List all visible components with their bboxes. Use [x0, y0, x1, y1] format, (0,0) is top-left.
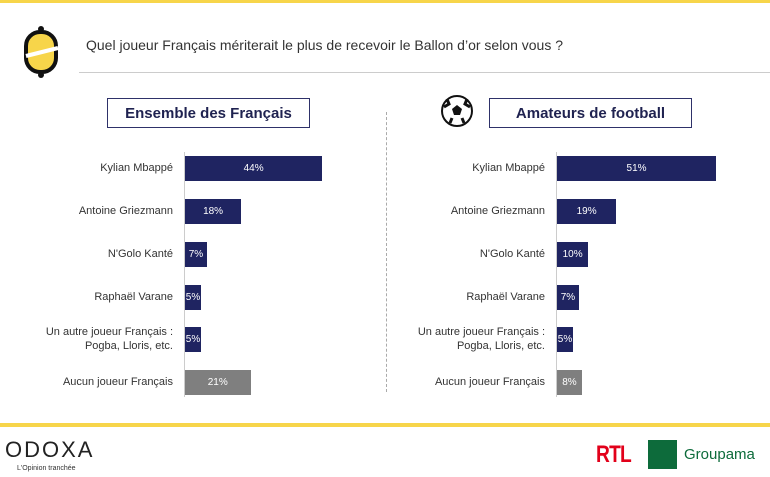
football-icon: [441, 95, 473, 127]
bar: 5%: [557, 327, 573, 352]
question-title: Quel joueur Français mériterait le plus …: [86, 37, 564, 53]
category-label: Un autre joueur Français : Pogba, Lloris,…: [45, 326, 173, 352]
bar: 5%: [185, 285, 201, 310]
bar: 21%: [185, 370, 251, 395]
bar: 7%: [185, 242, 207, 267]
chart-axis: [184, 152, 185, 397]
odoxa-brand: ODOXA: [5, 437, 95, 462]
category-label: N'Golo Kanté: [479, 248, 545, 260]
bottom-accent-bar: [0, 423, 770, 427]
rtl-logo: RTL: [596, 441, 632, 468]
category-label: Kylian Mbappé: [100, 162, 173, 174]
groupama-logo: Groupama: [684, 446, 755, 463]
panel-title-ensemble: Ensemble des Français: [107, 98, 310, 128]
bar: 51%: [557, 156, 717, 181]
category-label: Antoine Griezmann: [450, 205, 545, 217]
title-divider: [79, 72, 770, 73]
category-label: Raphaël Varane: [466, 291, 545, 303]
panel-divider: [386, 112, 387, 392]
bar: 5%: [185, 327, 201, 352]
category-label: Un autre joueur Français : Pogba, Lloris,…: [417, 326, 545, 352]
bar: 44%: [185, 156, 323, 181]
category-label: Kylian Mbappé: [472, 162, 545, 174]
category-label: Aucun joueur Français: [62, 376, 173, 388]
category-label: Antoine Griezmann: [78, 205, 173, 217]
groupama-logo-icon: [648, 440, 677, 469]
bar: 18%: [185, 199, 242, 224]
odoxa-logo-icon: [24, 26, 59, 78]
category-label: N'Golo Kanté: [107, 248, 173, 260]
bar: 10%: [557, 242, 589, 267]
panel-title-amateurs: Amateurs de football: [489, 98, 692, 128]
chart-axis: [556, 152, 557, 397]
category-label: Aucun joueur Français: [434, 376, 545, 388]
top-accent-bar: [0, 0, 770, 3]
bar: 7%: [557, 285, 579, 310]
bar: 8%: [557, 370, 582, 395]
category-label: Raphaël Varane: [94, 291, 173, 303]
bar: 19%: [557, 199, 617, 224]
odoxa-tagline: L'Opinion tranchée: [17, 465, 76, 472]
